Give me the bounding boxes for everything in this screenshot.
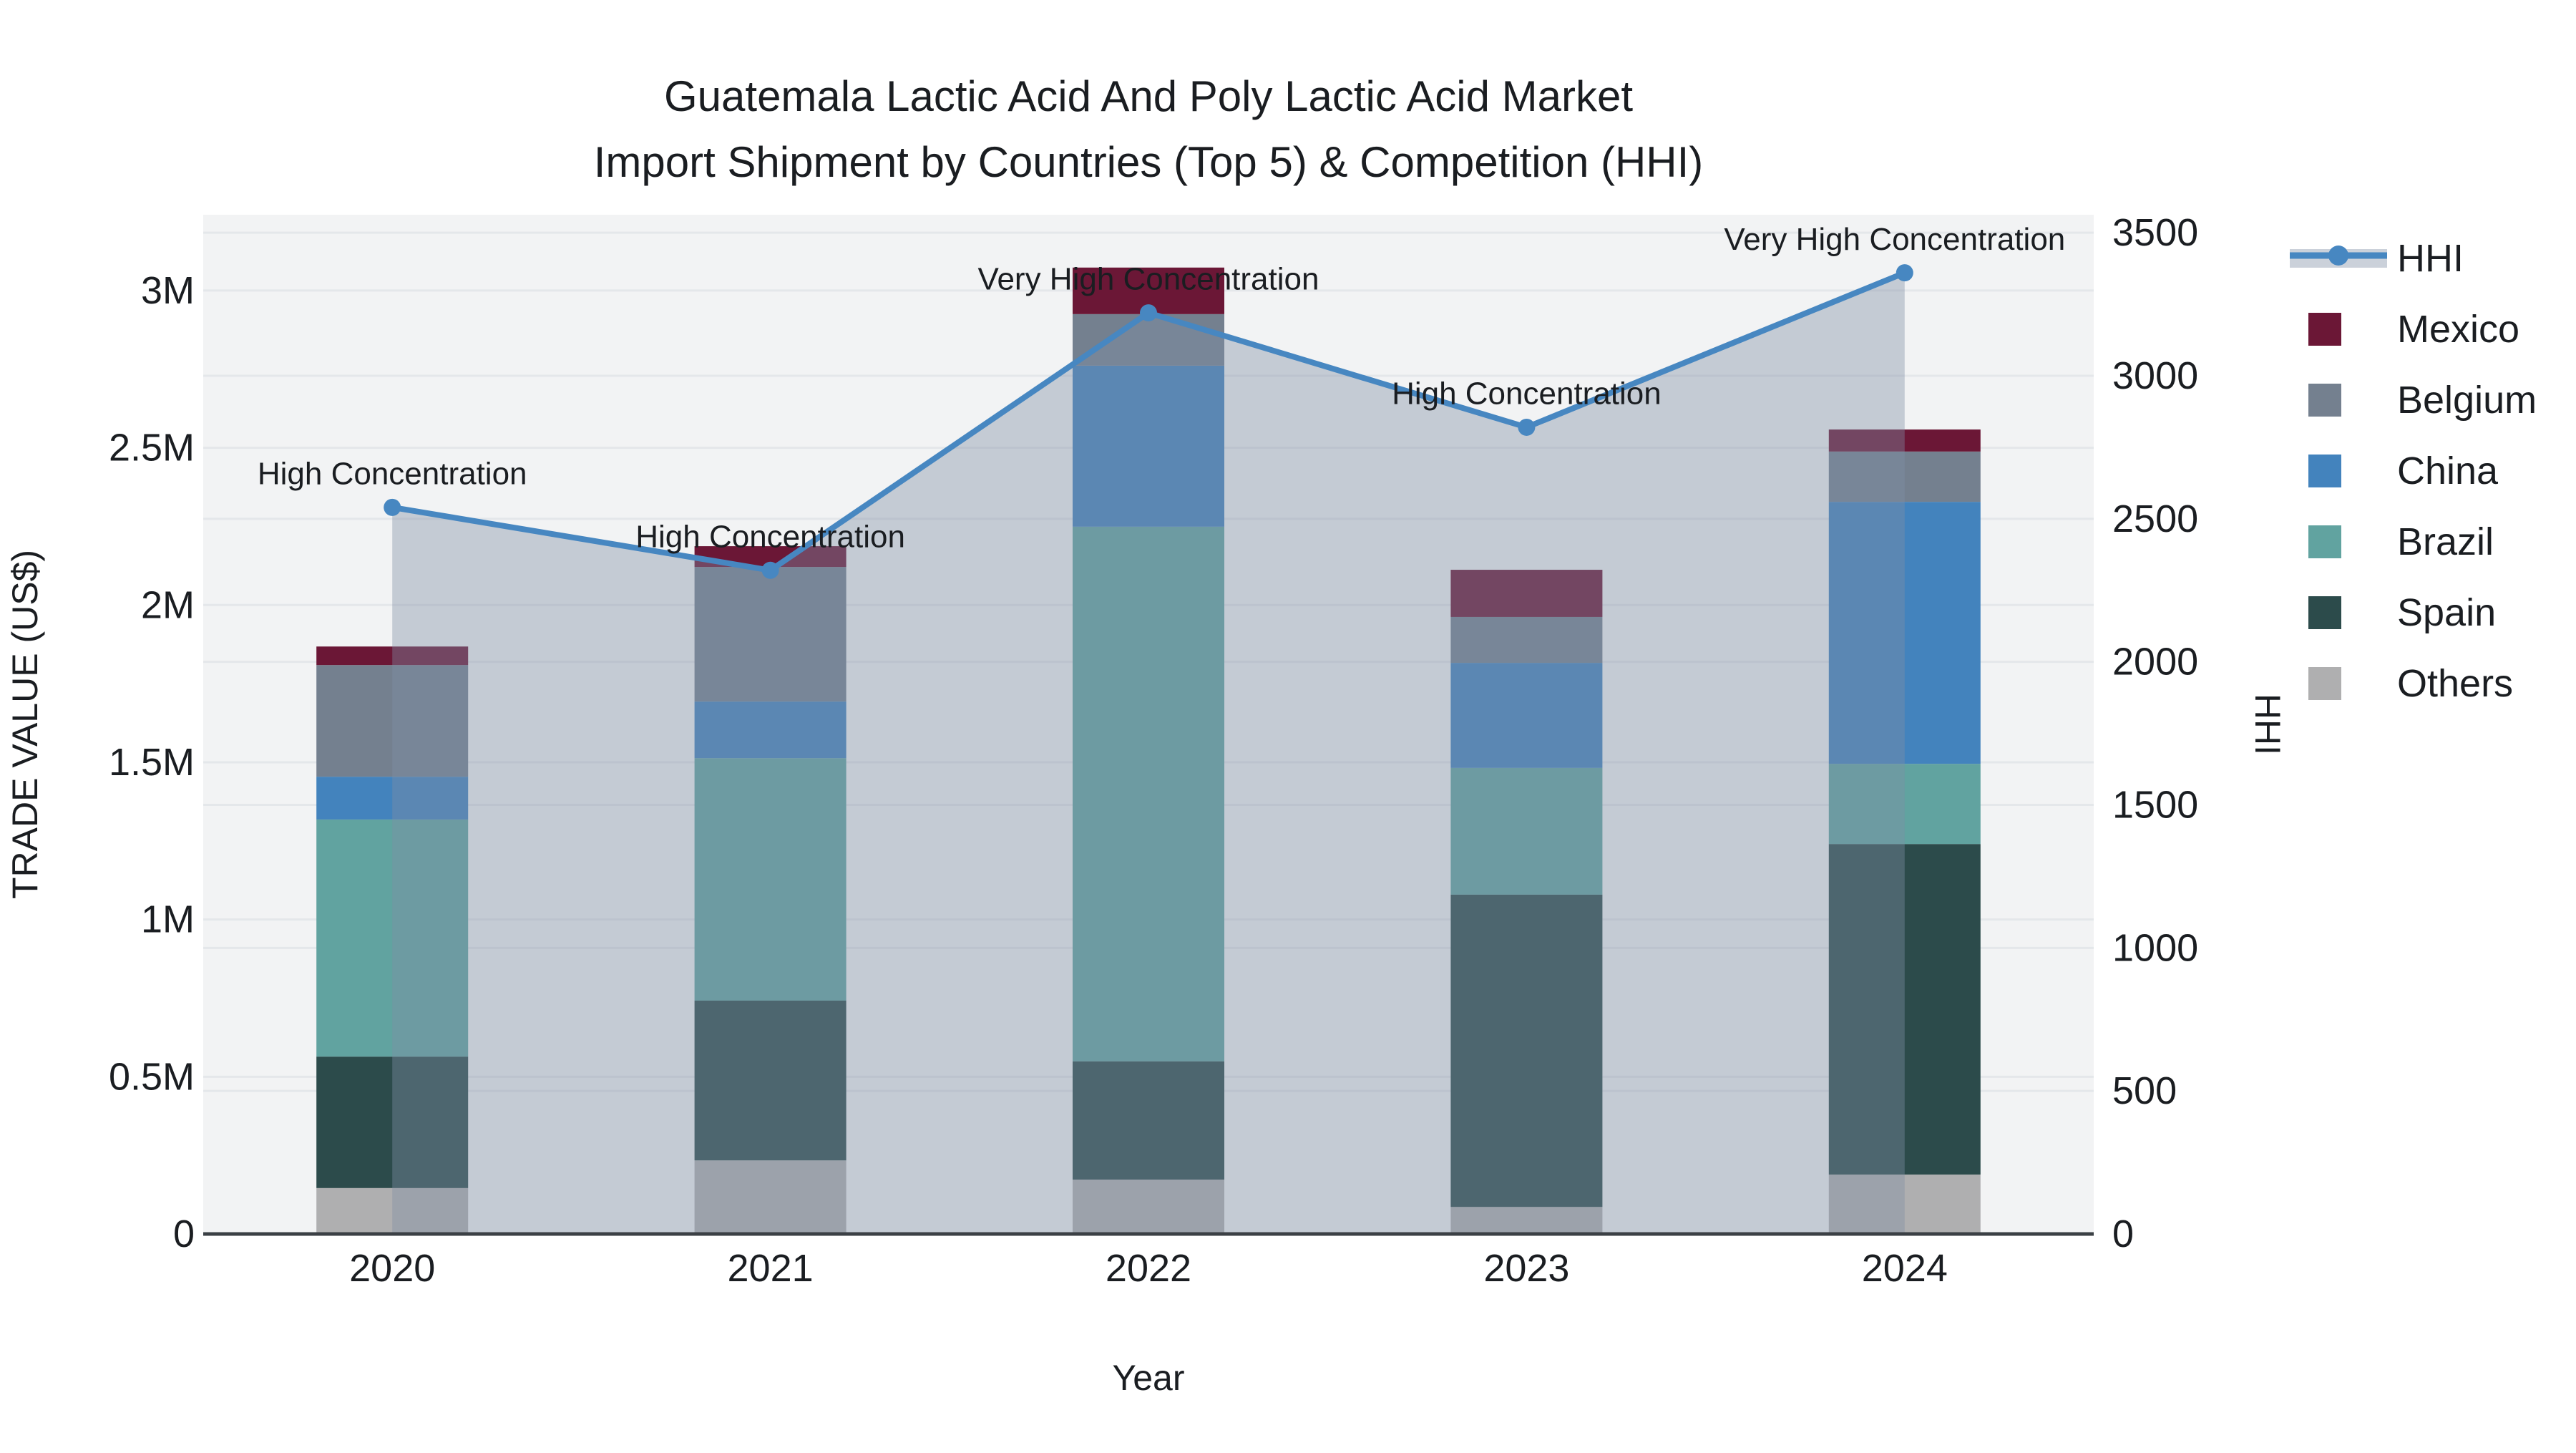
bar-segment-2022-brazil[interactable] — [1073, 526, 1224, 1061]
bar-segment-2023-brazil[interactable] — [1450, 767, 1603, 895]
bar-segment-2022-belgium[interactable] — [1073, 314, 1224, 366]
legend-item-others[interactable]: Others — [2308, 662, 2513, 705]
annotation-2021: High Concentration — [635, 519, 905, 554]
legend-label-china: China — [2397, 449, 2499, 492]
legend-label-hhi: HHI — [2397, 237, 2464, 280]
bar-segment-2021-spain[interactable] — [694, 1000, 847, 1161]
bar-segment-2023-mexico[interactable] — [1450, 570, 1603, 617]
legend-item-mexico[interactable]: Mexico — [2308, 308, 2519, 351]
left-tick-label: 1.5M — [109, 741, 195, 784]
hhi-marker-2021[interactable] — [761, 561, 779, 579]
right-tick-label: 2500 — [2112, 497, 2198, 540]
legend-item-spain[interactable]: Spain — [2308, 591, 2496, 634]
legend-label-brazil: Brazil — [2397, 520, 2494, 563]
right-tick-label: 3000 — [2112, 354, 2198, 397]
bar-segment-2022-china[interactable] — [1073, 365, 1224, 527]
bar-segment-2023-spain[interactable] — [1450, 894, 1603, 1207]
legend-item-brazil[interactable]: Brazil — [2308, 520, 2494, 563]
bar-segment-2020-china[interactable] — [316, 777, 469, 820]
left-tick-label: 0 — [173, 1213, 195, 1255]
right-tick-label: 0 — [2112, 1213, 2134, 1255]
right-tick-label: 3500 — [2112, 211, 2198, 254]
annotation-2020: High Concentration — [258, 456, 527, 491]
bar-segment-2021-china[interactable] — [694, 701, 847, 759]
right-tick-label: 1500 — [2112, 784, 2198, 827]
annotation-2024: Very High Concentration — [1724, 222, 2065, 257]
bar-segment-2021-brazil[interactable] — [694, 758, 847, 1001]
bar-segment-2020-brazil[interactable] — [316, 819, 469, 1057]
legend-swatch-mexico — [2308, 313, 2341, 346]
legend-swatch-brazil — [2308, 525, 2341, 558]
legend-swatch-spain — [2308, 596, 2341, 629]
legend-swatch-belgium — [2308, 384, 2341, 417]
bar-segment-2024-spain[interactable] — [1828, 844, 1981, 1175]
x-tick-label-2023: 2023 — [1483, 1247, 1569, 1290]
left-tick-label: 2.5M — [109, 427, 195, 470]
bar-segment-2022-others[interactable] — [1073, 1179, 1224, 1234]
hhi-area-fill — [392, 273, 1905, 1235]
x-tick-label-2021: 2021 — [728, 1247, 814, 1290]
bar-segment-2020-belgium[interactable] — [316, 665, 469, 777]
left-tick-label: 0.5M — [109, 1055, 195, 1098]
legend-label-spain: Spain — [2397, 591, 2496, 634]
legend-item-china[interactable]: China — [2308, 449, 2499, 492]
annotation-2023: High Concentration — [1392, 376, 1662, 412]
left-tick-label: 3M — [141, 269, 195, 312]
right-tick-label: 2000 — [2112, 641, 2198, 684]
legend-swatch-others — [2308, 667, 2341, 700]
bar-segment-2024-china[interactable] — [1828, 502, 1981, 764]
x-tick-label-2020: 2020 — [349, 1247, 435, 1290]
hhi-marker-2023[interactable] — [1518, 418, 1536, 436]
legend-swatch-china — [2308, 455, 2341, 487]
hhi-marker-2024[interactable] — [1896, 264, 1913, 282]
y-axis-title: TRADE VALUE (US$) — [5, 550, 45, 899]
bar-segment-2021-belgium[interactable] — [694, 567, 847, 702]
x-tick-label-2024: 2024 — [1862, 1247, 1948, 1290]
legend-item-hhi[interactable]: HHI — [2290, 237, 2464, 280]
legend-label-belgium: Belgium — [2397, 379, 2537, 422]
annotation-2022: Very High Concentration — [978, 262, 1319, 297]
bar-segment-2022-spain[interactable] — [1073, 1061, 1224, 1180]
chart-title-line1: Guatemala Lactic Acid And Poly Lactic Ac… — [664, 72, 1633, 120]
bar-segment-2023-others[interactable] — [1450, 1207, 1603, 1234]
bar-segment-2024-mexico[interactable] — [1828, 429, 1981, 452]
right-tick-label: 1000 — [2112, 926, 2198, 969]
legend-item-belgium[interactable]: Belgium — [2308, 379, 2537, 422]
text-layer: Guatemala Lactic Acid And Poly Lactic Ac… — [5, 72, 2288, 1398]
x-axis-title: Year — [1112, 1358, 1184, 1398]
plot-area: High Concentration High Concentration Very… — [109, 211, 2198, 1290]
left-tick-label: 1M — [141, 898, 195, 941]
y2-axis-title: HHI — [2248, 694, 2288, 755]
bar-segment-2024-belgium[interactable] — [1828, 451, 1981, 502]
bar-segment-2020-spain[interactable] — [316, 1056, 469, 1188]
legend: HHI Mexico Belgium China Brazil Spain Others — [2290, 237, 2537, 705]
bar-segment-2023-china[interactable] — [1450, 663, 1603, 768]
bar-segment-2023-belgium[interactable] — [1450, 616, 1603, 664]
bar-segment-2021-others[interactable] — [694, 1160, 847, 1234]
left-tick-label: 2M — [141, 583, 195, 626]
hhi-marker-2020[interactable] — [384, 498, 401, 516]
right-tick-label: 500 — [2112, 1069, 2177, 1112]
hhi-marker-2022[interactable] — [1140, 304, 1157, 322]
chart-title-line2: Import Shipment by Countries (Top 5) & C… — [594, 138, 1704, 186]
bar-segment-2024-others[interactable] — [1828, 1174, 1981, 1234]
legend-hhi-marker-sample — [2328, 246, 2348, 266]
bar-segment-2020-mexico[interactable] — [316, 646, 469, 666]
legend-label-others: Others — [2397, 662, 2513, 705]
bar-segment-2024-brazil[interactable] — [1828, 764, 1981, 845]
x-tick-label-2022: 2022 — [1106, 1247, 1191, 1290]
legend-label-mexico: Mexico — [2397, 308, 2519, 351]
bar-segment-2020-others[interactable] — [316, 1187, 469, 1234]
